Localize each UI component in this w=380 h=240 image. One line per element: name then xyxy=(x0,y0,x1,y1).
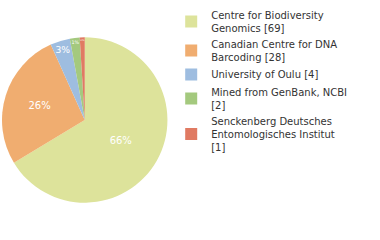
svg-text:0%: 0% xyxy=(80,39,85,42)
svg-text:3%: 3% xyxy=(55,44,70,55)
svg-text:University of Oulu [4]: University of Oulu [4] xyxy=(211,69,318,80)
svg-text:26%: 26% xyxy=(28,100,50,111)
svg-text:Senckenberg DeutschesEntomolog: Senckenberg DeutschesEntomologisches Ins… xyxy=(211,116,335,153)
svg-text:Canadian Centre for DNABarcodi: Canadian Centre for DNABarcoding [28] xyxy=(211,39,337,63)
svg-text:66%: 66% xyxy=(110,135,132,146)
svg-text:Centre for BiodiversityGenomic: Centre for BiodiversityGenomics [69] xyxy=(211,10,324,34)
svg-text:Mined from GenBank, NCBI[2]: Mined from GenBank, NCBI[2] xyxy=(211,87,347,111)
svg-text:1%: 1% xyxy=(71,39,79,45)
